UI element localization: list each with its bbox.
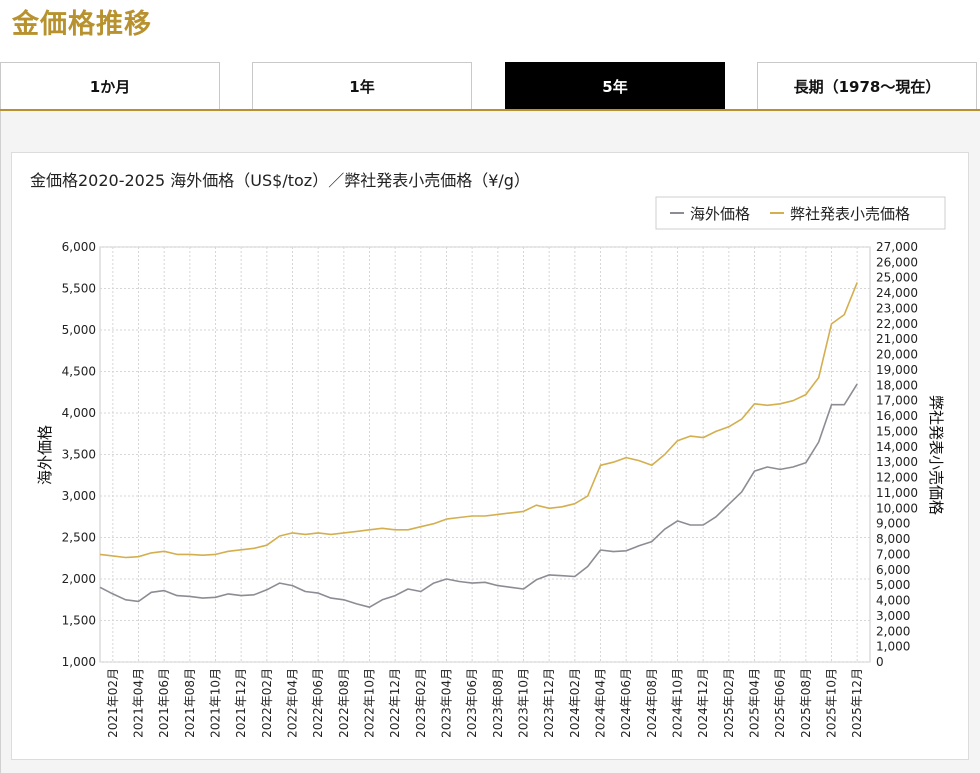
x-tick-label: 2021年02月 <box>106 668 120 738</box>
x-tick-label: 2025年08月 <box>799 668 813 738</box>
right-tick-label: 17,000 <box>876 394 918 408</box>
left-tick-label: 4,000 <box>62 406 96 420</box>
x-tick-label: 2022年12月 <box>388 668 402 738</box>
right-tick-label: 25,000 <box>876 271 918 285</box>
left-tick-label: 6,000 <box>62 240 96 254</box>
x-tick-label: 2022年02月 <box>260 668 274 738</box>
right-tick-label: 27,000 <box>876 240 918 254</box>
right-tick-label: 26,000 <box>876 255 918 269</box>
legend-box <box>655 196 946 230</box>
right-tick-label: 15,000 <box>876 424 918 438</box>
x-tick-label: 2022年04月 <box>286 668 300 738</box>
series-line-overseas <box>99 383 858 609</box>
right-tick-label: 0 <box>876 655 884 669</box>
tab-long-term[interactable]: 長期（1978〜現在） <box>757 62 977 109</box>
right-tick-label: 22,000 <box>876 317 918 331</box>
left-tick-label: 3,000 <box>62 489 96 503</box>
x-tick-label: 2024年06月 <box>619 668 633 738</box>
tab-1-month[interactable]: 1か月 <box>0 62 220 109</box>
left-tick-label: 2,500 <box>62 531 96 545</box>
right-tick-label: 3,000 <box>876 609 910 623</box>
right-tick-label: 5,000 <box>876 578 910 592</box>
right-tick-label: 14,000 <box>876 440 918 454</box>
x-tick-label: 2023年06月 <box>465 668 479 738</box>
x-tick-label: 2025年10月 <box>825 668 839 738</box>
series-layer <box>99 282 858 609</box>
tab-5-year[interactable]: 5年 <box>505 62 725 109</box>
x-tick-label: 2021年12月 <box>234 668 248 738</box>
left-axis-label: 海外価格 <box>36 425 54 485</box>
left-tick-label: 1,000 <box>62 655 96 669</box>
right-tick-label: 16,000 <box>876 409 918 423</box>
period-tabs: 1か月 1年 5年 長期（1978〜現在） <box>0 62 980 111</box>
x-tick-label: 2023年04月 <box>440 668 454 738</box>
x-tick-label: 2023年02月 <box>414 668 428 738</box>
series-line-retail <box>99 282 858 559</box>
x-tick-label: 2024年10月 <box>671 668 685 738</box>
x-tick-label: 2024年04月 <box>594 668 608 738</box>
right-tick-label: 23,000 <box>876 301 918 315</box>
left-tick-label: 3,500 <box>62 448 96 462</box>
tab-underline <box>0 109 980 111</box>
tab-1-year[interactable]: 1年 <box>252 62 472 109</box>
x-tick-label: 2021年06月 <box>157 668 171 738</box>
right-tick-label: 19,000 <box>876 363 918 377</box>
x-tick-label: 2021年08月 <box>183 668 197 738</box>
legend-label-overseas[interactable]: 海外価格 <box>690 205 750 223</box>
x-tick-label: 2022年06月 <box>311 668 325 738</box>
right-tick-label: 7,000 <box>876 547 910 561</box>
right-tick-label: 11,000 <box>876 486 918 500</box>
x-tick-label: 2025年12月 <box>850 668 864 738</box>
x-tick-label: 2021年04月 <box>132 668 146 738</box>
left-tick-label: 1,500 <box>62 614 96 628</box>
right-tick-label: 18,000 <box>876 378 918 392</box>
right-tick-label: 20,000 <box>876 348 918 362</box>
x-tick-label: 2024年08月 <box>645 668 659 738</box>
chart-title: 金価格2020-2025 海外価格（US$/toz）／弊社発表小売価格（¥/g） <box>30 171 530 190</box>
left-tick-label: 4,500 <box>62 365 96 379</box>
right-tick-label: 8,000 <box>876 532 910 546</box>
right-tick-label: 4,000 <box>876 594 910 608</box>
left-tick-label: 5,500 <box>62 282 96 296</box>
x-tick-label: 2021年10月 <box>209 668 223 738</box>
right-axis-label: 弊社発表小売価格 <box>927 395 945 515</box>
x-tick-label: 2023年12月 <box>542 668 556 738</box>
page-title: 金価格推移 <box>12 9 152 40</box>
right-tick-label: 2,000 <box>876 624 910 638</box>
x-tick-label: 2022年10月 <box>363 668 377 738</box>
right-tick-label: 12,000 <box>876 471 918 485</box>
x-tick-label: 2025年02月 <box>722 668 736 738</box>
x-tick-label: 2025年04月 <box>748 668 762 738</box>
x-tick-label: 2023年08月 <box>491 668 505 738</box>
x-tick-label: 2022年08月 <box>337 668 351 738</box>
right-tick-label: 9,000 <box>876 517 910 531</box>
x-tick-label: 2024年12月 <box>696 668 710 738</box>
x-tick-label: 2024年02月 <box>568 668 582 738</box>
right-tick-label: 10,000 <box>876 501 918 515</box>
left-tick-label: 2,000 <box>62 572 96 586</box>
x-tick-label: 2025年06月 <box>773 668 787 738</box>
right-tick-label: 13,000 <box>876 455 918 469</box>
legend: 海外価格 弊社発表小売価格 <box>655 196 946 230</box>
right-tick-label: 1,000 <box>876 640 910 654</box>
grid <box>99 246 871 663</box>
x-axis-ticks: 2021年02月 2021年04月 2021年06月 2021年08月 2021年10月… <box>106 668 864 738</box>
left-tick-label: 5,000 <box>62 323 96 337</box>
right-tick-label: 24,000 <box>876 286 918 300</box>
right-tick-label: 21,000 <box>876 332 918 346</box>
legend-label-retail[interactable]: 弊社発表小売価格 <box>790 205 910 223</box>
left-axis-ticks: 1,000 1,500 2,000 2,500 3,000 3,500 4,000 4,500… <box>62 240 96 669</box>
right-tick-label: 6,000 <box>876 563 910 577</box>
x-tick-label: 2023年10月 <box>517 668 531 738</box>
